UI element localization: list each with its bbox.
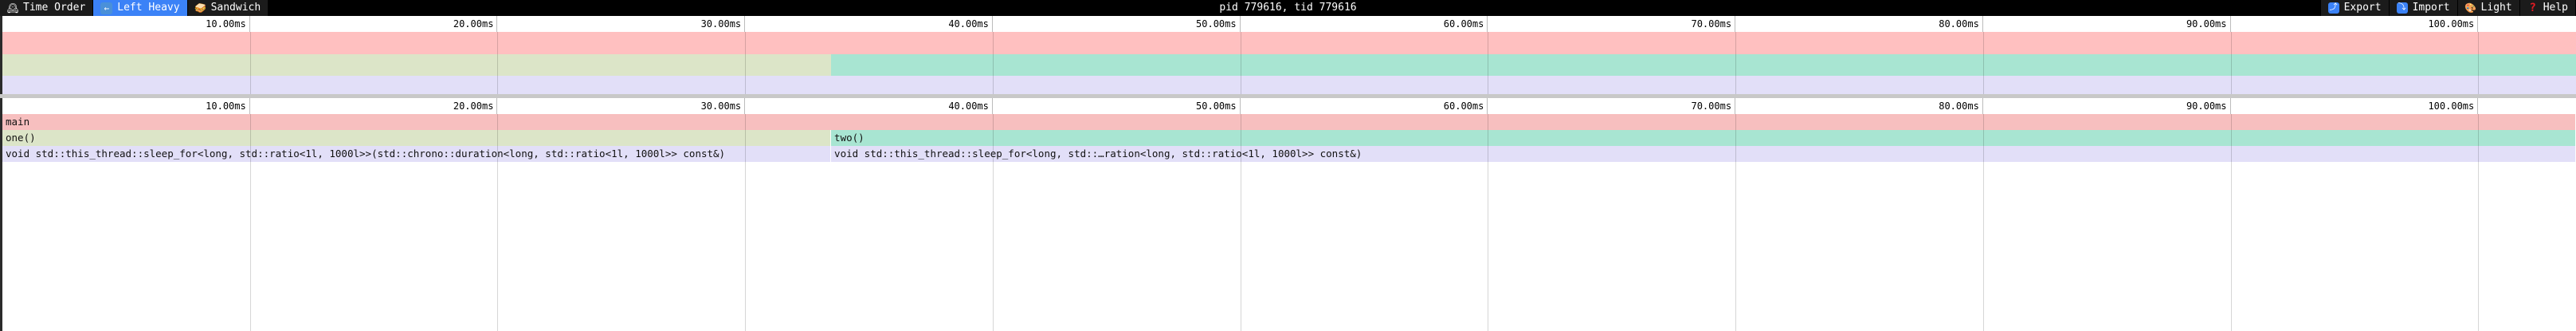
- overview-minimap[interactable]: 10.00ms 20.00ms 30.00ms 40.00ms 50.00ms 60.00…: [0, 16, 2576, 94]
- overview-rows: [2, 32, 2576, 94]
- top-toolbar: 🕰 Time Order ← Left Heavy 🥪 Sandwich ⤴ E…: [0, 0, 2576, 16]
- flamegraph-frame[interactable]: void std::this_thread::sleep_for<long, s…: [831, 146, 2576, 162]
- horizontal-scrollbar[interactable]: [0, 94, 2576, 98]
- overview-ruler-tick: 50.00ms: [993, 16, 1241, 32]
- flamegraph-frame-label: void std::this_thread::sleep_for<long, s…: [6, 148, 726, 160]
- flamegraph-ruler-tick: 10.00ms: [2, 98, 250, 114]
- view-mode-group: 🕰 Time Order ← Left Heavy 🥪 Sandwich: [0, 0, 269, 16]
- question-mark-icon: ?: [2529, 2, 2536, 14]
- overview-ruler-tick: 30.00ms: [497, 16, 746, 32]
- theme-toggle-label: Light: [2480, 2, 2512, 14]
- flamegraph-frame[interactable]: main: [2, 114, 2576, 130]
- overview-ruler-tick: 90.00ms: [1983, 16, 2231, 32]
- flamegraph-frame[interactable]: one(): [2, 130, 832, 146]
- flamegraph-frame-label: one(): [6, 132, 36, 144]
- export-button[interactable]: ⤴ Export: [2320, 0, 2390, 16]
- overview-cell: [2, 76, 2576, 94]
- flamegraph-frame-label: main: [6, 116, 30, 128]
- overview-ruler-tick: 20.00ms: [250, 16, 498, 32]
- tab-time-order-label: Time Order: [23, 2, 86, 14]
- overview-ruler-tick: 100.00ms: [2231, 16, 2479, 32]
- sleep-overview-row: [2, 76, 2576, 94]
- flamegraph-frame[interactable]: two(): [831, 130, 2576, 146]
- export-arrow-icon: ⤴: [2327, 2, 2339, 14]
- one-two-overview-row: [2, 54, 2576, 76]
- flamegraph-ruler-tick: 90.00ms: [1983, 98, 2231, 114]
- tab-time-order[interactable]: 🕰 Time Order: [0, 0, 94, 16]
- flamegraph-ruler-tick: 40.00ms: [745, 98, 993, 114]
- overview-time-ruler: 10.00ms 20.00ms 30.00ms 40.00ms 50.00ms 60.00…: [2, 16, 2576, 32]
- clock-icon: 🕰: [6, 2, 19, 14]
- export-button-label: Export: [2343, 2, 2382, 14]
- toolbar-spacer: [269, 0, 2321, 16]
- overview-cell: [2, 54, 832, 76]
- help-button[interactable]: ? Help: [2519, 0, 2576, 16]
- flamegraph-frame-label: two(): [834, 132, 865, 144]
- flamegraph-frame-label: void std::this_thread::sleep_for<long, s…: [834, 148, 1362, 160]
- overview-ruler-tick: 70.00ms: [1488, 16, 1736, 32]
- flamegraph-frame[interactable]: void std::this_thread::sleep_for<long, s…: [2, 146, 832, 162]
- tab-left-heavy[interactable]: ← Left Heavy: [93, 0, 188, 16]
- import-arrow-icon: ⤵: [2396, 2, 2408, 14]
- flamegraph-ruler-tick: 60.00ms: [1241, 98, 1488, 114]
- flamegraph-panel[interactable]: 10.00ms 20.00ms 30.00ms 40.00ms 50.00ms 60.00…: [0, 98, 2576, 331]
- import-button[interactable]: ⤵ Import: [2389, 0, 2458, 16]
- overview-ruler-tick: 10.00ms: [2, 16, 250, 32]
- sandwich-icon: 🥪: [194, 2, 207, 14]
- overview-ruler-tick: 80.00ms: [1735, 16, 1983, 32]
- flamegraph-ruler-tick: 80.00ms: [1735, 98, 1983, 114]
- overview-ruler-tick: 40.00ms: [745, 16, 993, 32]
- help-button-label: Help: [2543, 2, 2568, 14]
- theme-toggle-button[interactable]: 🎨 Light: [2457, 0, 2520, 16]
- tab-left-heavy-label: Left Heavy: [117, 2, 180, 14]
- flamegraph-ruler-tick: 70.00ms: [1488, 98, 1736, 114]
- overview-cell: [831, 54, 2576, 76]
- import-button-label: Import: [2412, 2, 2450, 14]
- palette-icon: 🎨: [2464, 2, 2477, 14]
- flamegraph-ruler-tick: 20.00ms: [250, 98, 498, 114]
- main-overview-row: [2, 32, 2576, 54]
- flamegraph-ruler-tick: 50.00ms: [993, 98, 1241, 114]
- toolbar-actions-group: ⤴ Export ⤵ Import 🎨 Light ? Help: [2320, 0, 2576, 16]
- left-arrow-icon: ←: [100, 2, 113, 14]
- flamegraph-ruler-tick: 100.00ms: [2231, 98, 2479, 114]
- overview-ruler-tick: 60.00ms: [1241, 16, 1488, 32]
- flamegraph-ruler-tick: 30.00ms: [497, 98, 746, 114]
- tab-sandwich[interactable]: 🥪 Sandwich: [187, 0, 269, 16]
- overview-cell: [2, 32, 2576, 54]
- tab-sandwich-label: Sandwich: [210, 2, 261, 14]
- flamegraph-time-ruler: 10.00ms 20.00ms 30.00ms 40.00ms 50.00ms 60.00…: [2, 98, 2576, 114]
